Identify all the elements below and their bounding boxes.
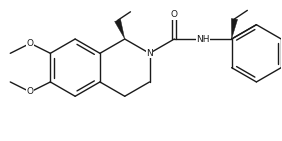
Text: O: O: [27, 87, 34, 96]
Text: NH: NH: [196, 35, 210, 44]
Text: O: O: [171, 10, 178, 19]
Polygon shape: [115, 19, 125, 39]
Polygon shape: [231, 18, 237, 39]
Text: O: O: [27, 39, 34, 48]
Text: N: N: [146, 49, 153, 58]
